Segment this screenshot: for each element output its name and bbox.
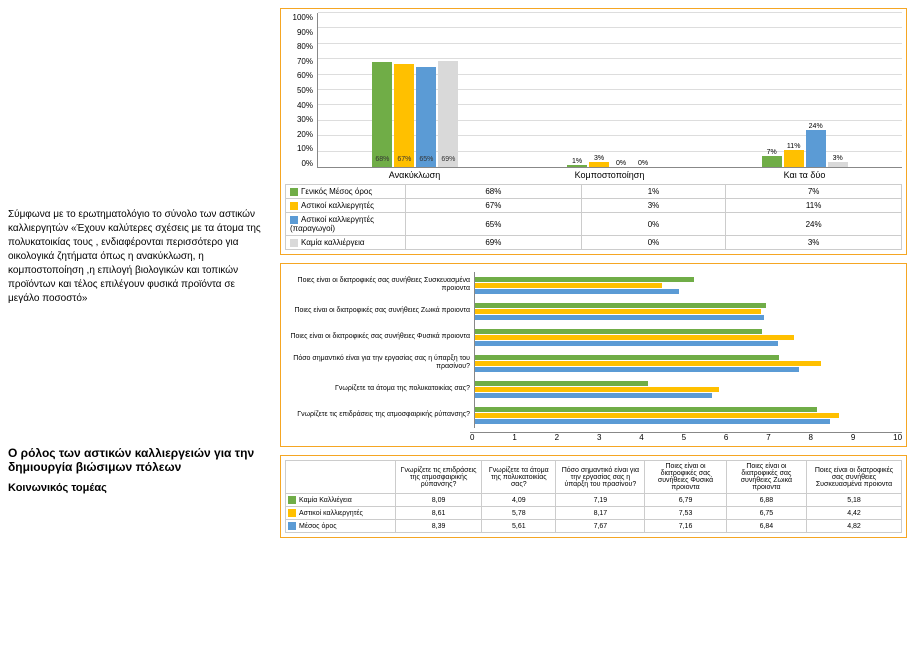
table2-container: Γνωρίζετε τις επιδράσεις της ατμοσφαιρικ…	[280, 455, 907, 538]
chart1-table: Γενικός Μέσος όρος68%1%7%Αστικοί καλλιερ…	[285, 184, 902, 250]
section-subheading: Κοινωνικός τομέας	[8, 482, 268, 494]
chart2-xaxis: 012345678910	[470, 432, 902, 442]
chart2-rows: Ποιες είναι οι διατροφικές σας συνήθειες…	[285, 268, 902, 432]
left-column: Σύμφωνα με το ερωτηματολόγιο το σύνολο τ…	[8, 8, 268, 638]
right-column: 100%90%80%70%60%50%40%30%20%10%0% 68%67%…	[280, 8, 907, 638]
chart1-container: 100%90%80%70%60%50%40%30%20%10%0% 68%67%…	[280, 8, 907, 255]
chart1-yaxis: 100%90%80%70%60%50%40%30%20%10%0%	[285, 13, 317, 168]
chart2-container: Ποιες είναι οι διατροφικές σας συνήθειες…	[280, 263, 907, 447]
chart1-plot-area: 100%90%80%70%60%50%40%30%20%10%0% 68%67%…	[285, 13, 902, 168]
section-heading: Ο ρόλος των αστικών καλλιεργειών για την…	[8, 446, 268, 474]
description-paragraph: Σύμφωνα με το ερωτηματολόγιο το σύνολο τ…	[8, 208, 268, 306]
chart1-xlabels: ΑνακύκλωσηΚομποστοποίησηΚαι τα δύο	[317, 168, 902, 182]
page-layout: Σύμφωνα με το ερωτηματολόγιο το σύνολο τ…	[8, 8, 907, 638]
table2: Γνωρίζετε τις επιδράσεις της ατμοσφαιρικ…	[285, 460, 902, 533]
chart1-bars: 68%67%65%69%1%3%0%0%7%11%24%3%	[317, 13, 902, 168]
